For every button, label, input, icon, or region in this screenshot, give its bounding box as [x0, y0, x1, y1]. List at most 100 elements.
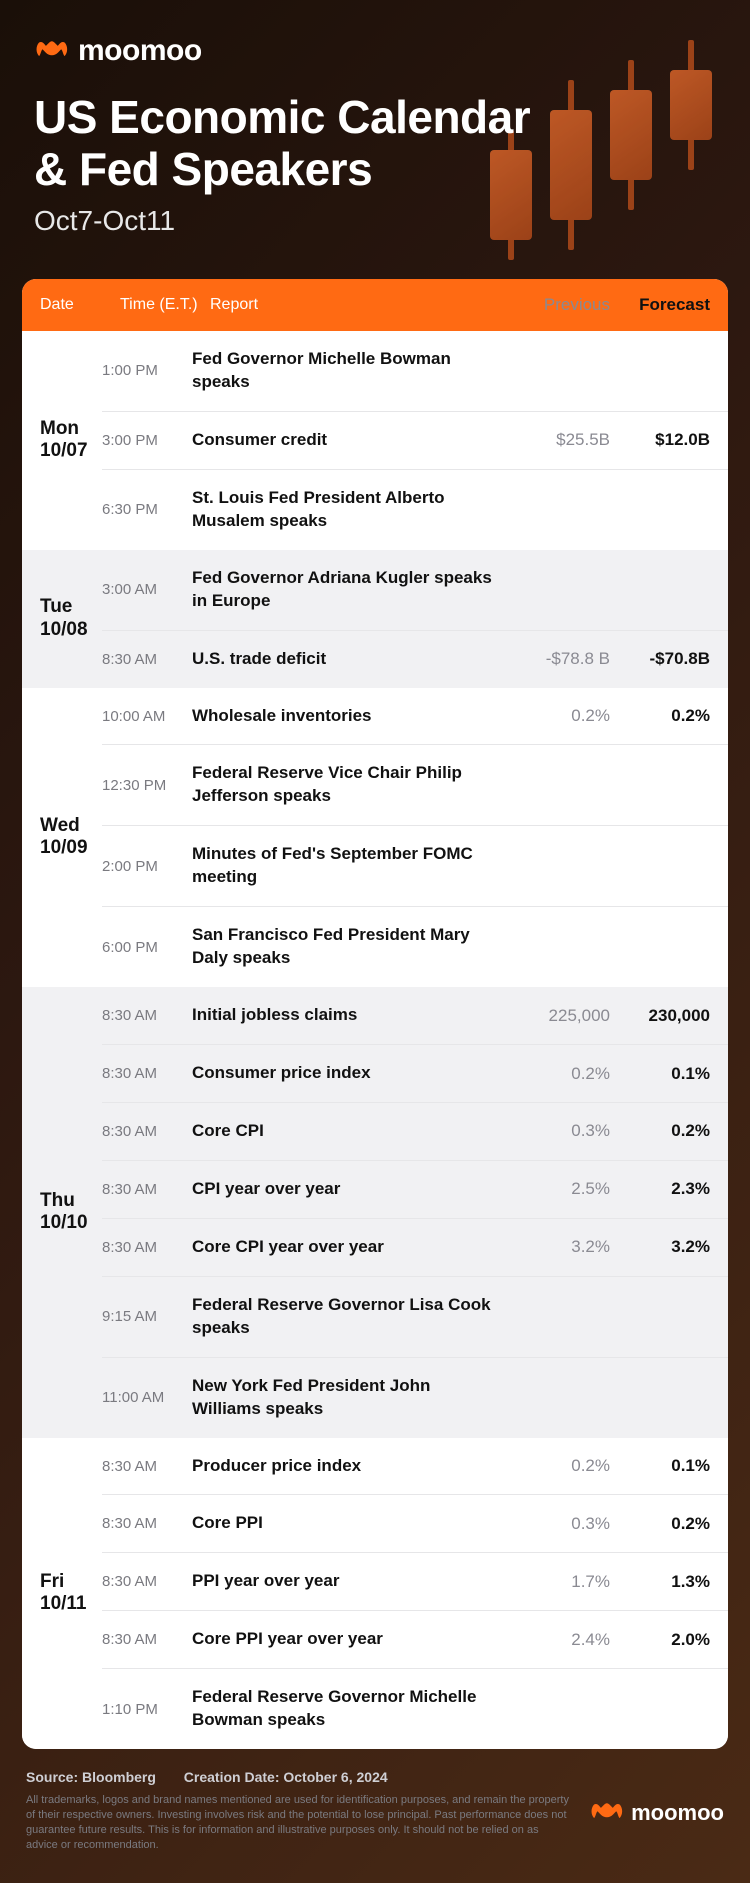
table-row: 6:00 PMSan Francisco Fed President Mary … [102, 906, 728, 987]
col-forecast: Forecast [610, 295, 710, 315]
cell-time: 6:00 PM [102, 939, 192, 956]
cell-time: 2:00 PM [102, 858, 192, 875]
cell-forecast: 1.3% [610, 1572, 710, 1592]
col-report: Report [210, 296, 510, 314]
cell-time: 10:00 AM [102, 708, 192, 725]
table-row: 8:30 AMInitial jobless claims225,000230,… [102, 987, 728, 1044]
cell-previous: 0.2% [510, 706, 610, 726]
calendar-table: Date Time (E.T.) Report Previous Forecas… [22, 279, 728, 1749]
cell-forecast: 0.1% [610, 1456, 710, 1476]
cell-forecast: 3.2% [610, 1237, 710, 1257]
day-rows: 3:00 AMFed Governor Adriana Kugler speak… [102, 550, 728, 688]
month-day: 10/09 [40, 837, 88, 860]
cell-forecast: 0.2% [610, 1514, 710, 1534]
table-row: 8:30 AMCore CPI year over year3.2%3.2% [102, 1218, 728, 1276]
cell-time: 1:10 PM [102, 1701, 192, 1718]
cell-time: 8:30 AM [102, 1181, 192, 1198]
footer-logo: moomoo [589, 1793, 724, 1827]
col-date: Date [40, 296, 120, 314]
cell-forecast: 0.2% [610, 1121, 710, 1141]
table-row: 3:00 PMConsumer credit$25.5B$12.0B [102, 411, 728, 469]
cell-time: 8:30 AM [102, 1573, 192, 1590]
cell-forecast: $12.0B [610, 430, 710, 450]
table-row: 10:00 AMWholesale inventories0.2%0.2% [102, 688, 728, 745]
date-cell: Thu10/10 [22, 987, 102, 1437]
cell-previous: $25.5B [510, 430, 610, 450]
cell-previous: 0.2% [510, 1064, 610, 1084]
cell-time: 11:00 AM [102, 1389, 192, 1406]
cell-previous: 0.2% [510, 1456, 610, 1476]
day-block: Wed10/0910:00 AMWholesale inventories0.2… [22, 688, 728, 988]
cell-report: Minutes of Fed's September FOMC meeting [192, 843, 510, 889]
cell-report: Federal Reserve Vice Chair Philip Jeffer… [192, 762, 510, 808]
cell-report: U.S. trade deficit [192, 648, 510, 671]
table-row: 6:30 PMSt. Louis Fed President Alberto M… [102, 469, 728, 550]
cell-previous: -$78.8 B [510, 649, 610, 669]
bull-icon [34, 37, 68, 65]
cell-time: 8:30 AM [102, 1458, 192, 1475]
title-line-1: US Economic Calendar [34, 91, 530, 143]
cell-report: Core CPI [192, 1120, 510, 1143]
cell-time: 9:15 AM [102, 1308, 192, 1325]
brand-name: moomoo [78, 34, 202, 68]
cell-forecast: 230,000 [610, 1006, 710, 1026]
cell-forecast: 0.2% [610, 706, 710, 726]
cell-time: 12:30 PM [102, 777, 192, 794]
date-cell: Tue10/08 [22, 550, 102, 688]
cell-report: Producer price index [192, 1455, 510, 1478]
cell-forecast: -$70.8B [610, 649, 710, 669]
footer: Source: Bloomberg Creation Date: October… [0, 1749, 750, 1882]
cell-forecast: 2.3% [610, 1179, 710, 1199]
brand-logo: moomoo [34, 34, 716, 68]
cell-report: Consumer credit [192, 429, 510, 452]
day-rows: 10:00 AMWholesale inventories0.2%0.2%12:… [102, 688, 728, 988]
cell-previous: 3.2% [510, 1237, 610, 1257]
cell-previous: 2.4% [510, 1630, 610, 1650]
table-row: 2:00 PMMinutes of Fed's September FOMC m… [102, 825, 728, 906]
footer-meta: Source: Bloomberg Creation Date: October… [26, 1769, 724, 1785]
cell-report: CPI year over year [192, 1178, 510, 1201]
table-row: 8:30 AMU.S. trade deficit-$78.8 B-$70.8B [102, 630, 728, 688]
title-line-2: & Fed Speakers [34, 143, 372, 195]
day-rows: 8:30 AMInitial jobless claims225,000230,… [102, 987, 728, 1437]
cell-report: Initial jobless claims [192, 1004, 510, 1027]
cell-time: 8:30 AM [102, 1007, 192, 1024]
cell-report: PPI year over year [192, 1570, 510, 1593]
disclaimer-text: All trademarks, logos and brand names me… [26, 1793, 569, 1852]
table-header-row: Date Time (E.T.) Report Previous Forecas… [22, 279, 728, 331]
col-time: Time (E.T.) [120, 296, 210, 314]
col-previous: Previous [510, 295, 610, 315]
cell-time: 8:30 AM [102, 1515, 192, 1532]
cell-time: 8:30 AM [102, 651, 192, 668]
date-cell: Fri10/11 [22, 1438, 102, 1750]
cell-previous: 225,000 [510, 1006, 610, 1026]
day-rows: 8:30 AMProducer price index0.2%0.1%8:30 … [102, 1438, 728, 1750]
month-day: 10/10 [40, 1212, 88, 1235]
table-row: 1:10 PMFederal Reserve Governor Michelle… [102, 1668, 728, 1749]
page-title: US Economic Calendar & Fed Speakers [34, 92, 716, 195]
cell-previous: 0.3% [510, 1514, 610, 1534]
table-row: 9:15 AMFederal Reserve Governor Lisa Coo… [102, 1276, 728, 1357]
cell-report: Core PPI year over year [192, 1628, 510, 1651]
table-row: 12:30 PMFederal Reserve Vice Chair Phili… [102, 744, 728, 825]
cell-report: Federal Reserve Governor Lisa Cook speak… [192, 1294, 510, 1340]
cell-report: Wholesale inventories [192, 705, 510, 728]
cell-previous: 1.7% [510, 1572, 610, 1592]
date-cell: Mon10/07 [22, 331, 102, 550]
header: moomoo US Economic Calendar & Fed Speake… [0, 0, 750, 261]
month-day: 10/08 [40, 619, 88, 642]
cell-report: Core PPI [192, 1512, 510, 1535]
day-block: Thu10/108:30 AMInitial jobless claims225… [22, 987, 728, 1437]
day-block: Tue10/083:00 AMFed Governor Adriana Kugl… [22, 550, 728, 688]
table-row: 8:30 AMProducer price index0.2%0.1% [102, 1438, 728, 1495]
cell-time: 8:30 AM [102, 1631, 192, 1648]
cell-report: San Francisco Fed President Mary Daly sp… [192, 924, 510, 970]
cell-report: Federal Reserve Governor Michelle Bowman… [192, 1686, 510, 1732]
cell-report: Consumer price index [192, 1062, 510, 1085]
day-block: Fri10/118:30 AMProducer price index0.2%0… [22, 1438, 728, 1750]
cell-forecast: 2.0% [610, 1630, 710, 1650]
cell-time: 3:00 AM [102, 581, 192, 598]
cell-report: Fed Governor Adriana Kugler speaks in Eu… [192, 567, 510, 613]
day-of-week: Thu [40, 1190, 75, 1213]
footer-brand-name: moomoo [631, 1800, 724, 1826]
